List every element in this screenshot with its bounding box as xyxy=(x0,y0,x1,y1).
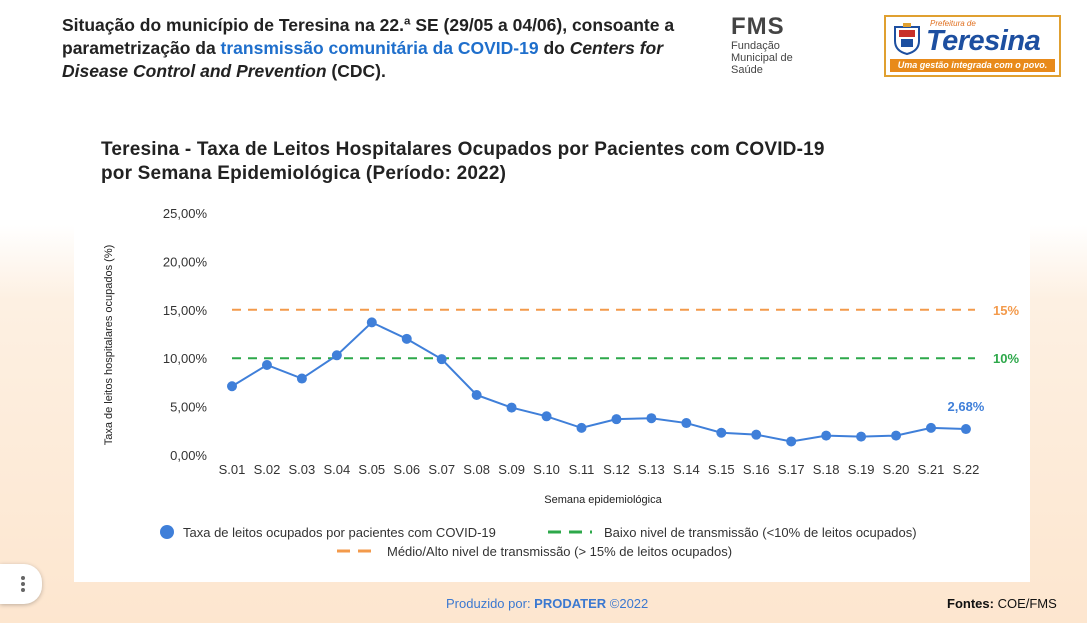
x-tick-label: S.09 xyxy=(498,462,525,477)
header-text-highlight: transmissão comunitária da COVID-19 xyxy=(220,38,539,58)
data-point xyxy=(891,430,902,441)
legend-label-high: Médio/Alto nivel de transmissão (> 15% d… xyxy=(387,544,732,559)
data-point xyxy=(506,402,517,413)
data-point xyxy=(716,427,727,438)
x-tick-label: S.14 xyxy=(673,462,700,477)
x-tick-label: S.02 xyxy=(254,462,281,477)
data-point xyxy=(681,418,692,429)
data-point xyxy=(296,373,307,384)
y-tick-label: 10,00% xyxy=(163,351,208,366)
x-tick-label: S.12 xyxy=(603,462,630,477)
fms-logo: FMS Fundação Municipal de Saúde xyxy=(731,13,831,77)
x-tick-label: S.10 xyxy=(533,462,560,477)
chart-card xyxy=(74,118,1030,582)
data-point xyxy=(436,354,447,365)
x-tick-label: S.16 xyxy=(743,462,770,477)
footer-produced-by: Produzido por: PRODATER ©2022 xyxy=(446,596,648,611)
fms-logo-title: FMS xyxy=(731,13,785,40)
more-options-dot-icon xyxy=(21,576,25,580)
x-tick-label: S.01 xyxy=(219,462,246,477)
threshold-label: 15% xyxy=(993,303,1019,318)
data-point xyxy=(611,414,622,425)
header-text-part2: do xyxy=(538,38,570,58)
more-options-button[interactable] xyxy=(0,564,42,604)
data-point xyxy=(366,317,377,328)
threshold-label: 10% xyxy=(993,351,1019,366)
x-tick-label: S.18 xyxy=(813,462,840,477)
chart-title: Teresina - Taxa de Leitos Hospitalares O… xyxy=(101,138,921,186)
legend-label-series: Taxa de leitos ocupados por pacientes co… xyxy=(183,525,496,540)
x-tick-label: S.20 xyxy=(883,462,910,477)
prefeitura-logo-slogan: Uma gestão integrada com o povo. xyxy=(890,59,1055,72)
more-options-dot-icon xyxy=(21,582,25,586)
x-tick-label: S.17 xyxy=(778,462,805,477)
x-tick-label: S.04 xyxy=(323,462,350,477)
y-tick-label: 15,00% xyxy=(163,303,208,318)
x-tick-label: S.15 xyxy=(708,462,735,477)
fms-logo-subtitle: Fundação Municipal de Saúde xyxy=(731,40,793,76)
data-point xyxy=(331,350,342,361)
x-tick-label: S.19 xyxy=(848,462,875,477)
footer-sources-label: Fontes: xyxy=(947,596,994,611)
chart-title-line1: Teresina - Taxa de Leitos Hospitalares O… xyxy=(101,139,825,160)
prefeitura-logo-top: Prefeitura de xyxy=(930,19,976,28)
data-point xyxy=(227,381,237,392)
header-text-part1: Situação do município de Teresina na 22.… xyxy=(62,15,675,58)
chart-title-line2: por Semana Epidemiológica (Período: 2022… xyxy=(101,163,507,184)
footer-produced-org: PRODATER xyxy=(534,596,607,611)
x-tick-label: S.08 xyxy=(463,462,490,477)
legend-marker-series xyxy=(160,525,174,539)
data-point xyxy=(471,389,482,400)
y-tick-label: 5,00% xyxy=(170,400,207,415)
footer-sources-value: COE/FMS xyxy=(993,596,1057,611)
x-tick-label: S.06 xyxy=(393,462,420,477)
series-line xyxy=(231,321,966,443)
header-text-part3: (CDC). xyxy=(326,61,386,81)
data-point xyxy=(646,413,657,424)
data-point xyxy=(856,431,867,442)
data-point xyxy=(576,422,587,433)
data-point xyxy=(541,411,552,422)
data-point xyxy=(786,436,797,447)
data-point xyxy=(751,429,762,440)
y-tick-label: 20,00% xyxy=(163,254,208,269)
y-tick-label: 25,00% xyxy=(163,206,208,221)
more-options-dot-icon xyxy=(21,588,25,592)
data-point xyxy=(960,424,971,435)
data-point xyxy=(261,359,272,370)
footer-produced-prefix: Produzido por: xyxy=(446,596,535,611)
x-tick-label: S.05 xyxy=(358,462,385,477)
x-tick-label: S.21 xyxy=(918,462,945,477)
x-tick-label: S.07 xyxy=(428,462,455,477)
footer-produced-suffix: ©2022 xyxy=(606,596,649,611)
prefeitura-logo: Prefeitura de Teresina Uma gestão integr… xyxy=(884,15,1061,77)
footer-sources: Fontes: COE/FMS xyxy=(947,596,1057,611)
page-header-text: Situação do município de Teresina na 22.… xyxy=(62,14,712,83)
y-axis-label: Taxa de leitos hospitalares ocupados (%) xyxy=(103,245,115,446)
data-label-last: 2,68% xyxy=(948,399,985,414)
prefeitura-logo-name: Teresina xyxy=(926,25,1041,57)
x-tick-label: S.22 xyxy=(953,462,980,477)
y-tick-label: 0,00% xyxy=(170,448,207,463)
data-point xyxy=(926,422,936,433)
x-tick-label: S.13 xyxy=(638,462,665,477)
data-point xyxy=(401,333,412,344)
data-point xyxy=(821,430,832,441)
header-text-italic: Centers for Disease Control and Preventi… xyxy=(62,38,664,81)
legend-label-low: Baixo nivel de transmissão (<10% de leit… xyxy=(604,525,917,540)
x-axis-label: Semana epidemiológica xyxy=(544,494,662,506)
x-tick-label: S.03 xyxy=(289,462,316,477)
city-crest-icon xyxy=(894,23,920,55)
x-tick-label: S.11 xyxy=(569,462,595,477)
